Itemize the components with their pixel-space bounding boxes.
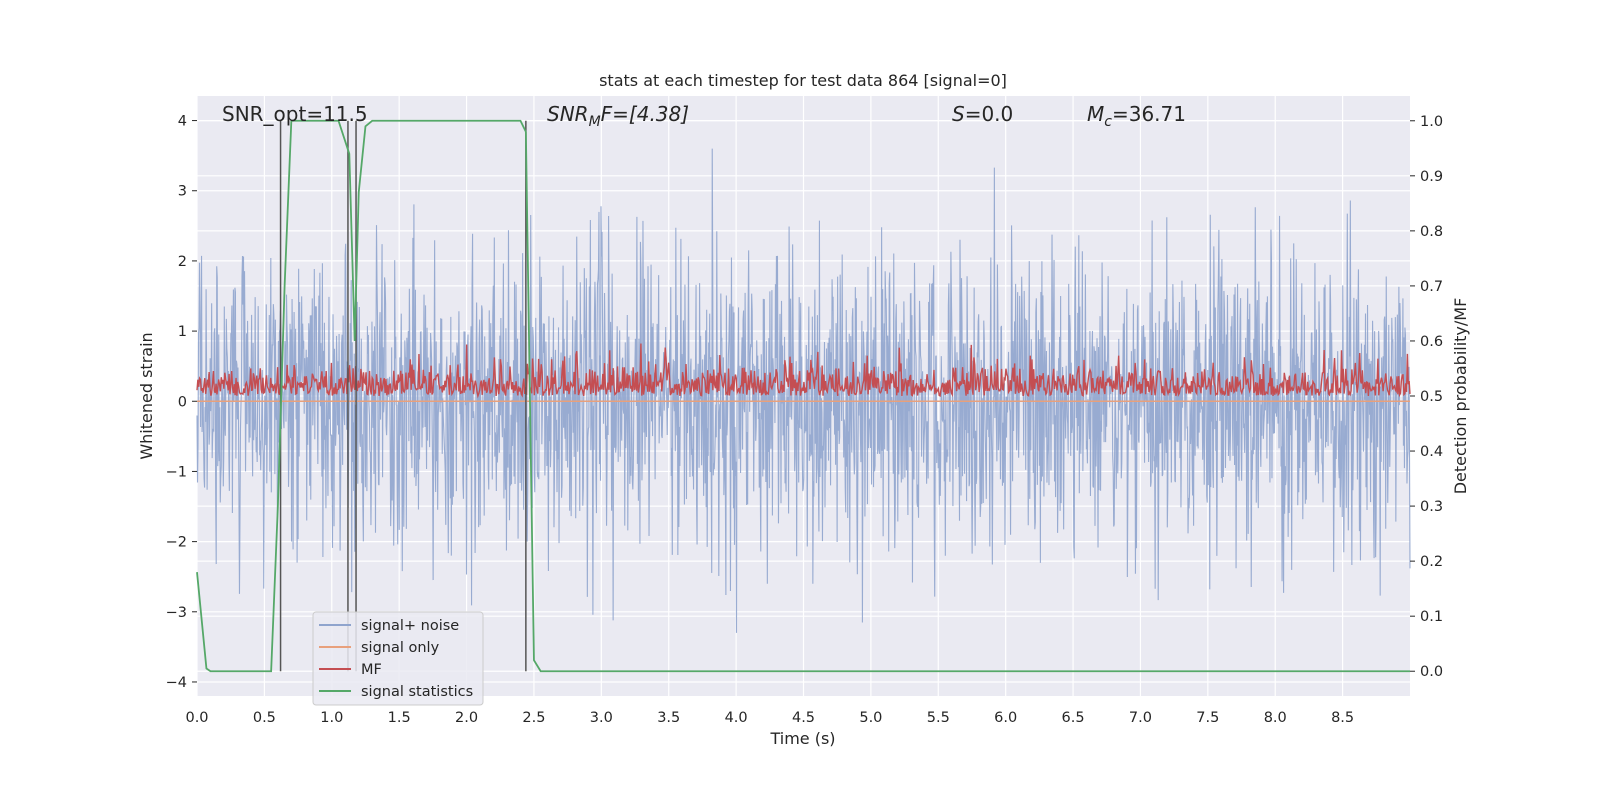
snr-mf-annotation: SNRMF=[4.38]	[547, 102, 689, 130]
y-tick-label: 1	[178, 324, 187, 340]
snr-mf-sub: M	[589, 114, 601, 130]
legend-label-mf: MF	[361, 662, 382, 678]
legend-label-stat: signal statistics	[361, 684, 473, 700]
y2-tick-label: 0.7	[1420, 279, 1443, 295]
x-tick-label: 6.0	[994, 710, 1017, 726]
signal-statistics-series	[196, 119, 1410, 673]
legend-label-noise: signal+ noise	[361, 618, 459, 634]
mf-series	[196, 343, 1411, 399]
mf-line	[196, 343, 1411, 399]
legend: signal+ noise signal only MF signal stat…	[312, 611, 484, 706]
x-tick-label: 1.0	[320, 710, 343, 726]
chart-title: stats at each timestep for test data 864…	[599, 71, 1007, 90]
y2-tick-label: 0.1	[1420, 609, 1443, 625]
x-tick-label: 1.5	[388, 710, 411, 726]
y2-tick-label: 0.0	[1420, 664, 1443, 680]
y-tick-label: −3	[166, 605, 187, 621]
y-tick-label: 0	[178, 394, 187, 410]
x-tick-label: 7.0	[1129, 710, 1152, 726]
y-tick-label: −1	[166, 464, 187, 480]
y-tick-label: −2	[166, 535, 187, 551]
mc-sub: c	[1104, 114, 1112, 130]
s-main: S	[952, 102, 965, 126]
signal-noise-line	[196, 148, 1411, 633]
snr-opt-annotation: SNR_opt=11.5	[222, 102, 368, 126]
snr-mf-rest-f: F=[4.38]	[601, 102, 689, 126]
s-annotation: S=0.0	[952, 102, 1013, 126]
y-tick-label: 4	[178, 114, 187, 130]
y2-tick-label: 0.2	[1420, 554, 1443, 570]
s-rest: =0.0	[965, 102, 1014, 126]
x-axis-label: Time (s)	[769, 729, 835, 748]
legend-box	[312, 611, 484, 706]
x-tick-label: 4.0	[725, 710, 748, 726]
x-tick-label: 8.0	[1264, 710, 1287, 726]
y2-tick-label: 0.5	[1420, 389, 1443, 405]
y2-axis-label: Detection probability/MF	[1451, 298, 1470, 495]
tick-labels: 0.0 0.5 1.0 1.5 2.0 2.5 3.0 3.5 4.0 4.5 5.0 5.5 6.0 6…	[166, 114, 1443, 726]
x-tick-label: 0.0	[185, 710, 208, 726]
mc-main: M	[1087, 102, 1104, 126]
y2-tick-label: 0.3	[1420, 499, 1443, 515]
mc-rest: =36.71	[1112, 102, 1186, 126]
y2-tick-label: 0.8	[1420, 224, 1443, 240]
x-tick-label: 6.5	[1062, 710, 1085, 726]
x-tick-label: 7.5	[1196, 710, 1219, 726]
x-tick-label: 5.0	[859, 710, 882, 726]
legend-label-signal: signal only	[361, 640, 440, 656]
y2-tick-label: 0.9	[1420, 169, 1443, 185]
y-tick-label: −4	[166, 675, 187, 691]
signal-statistics-line	[196, 119, 1410, 673]
x-tick-label: 5.5	[927, 710, 950, 726]
x-tick-label: 8.5	[1331, 710, 1354, 726]
x-tick-label: 0.5	[253, 710, 276, 726]
x-tick-label: 2.0	[455, 710, 478, 726]
y2-tick-label: 0.6	[1420, 334, 1443, 350]
grid-layer	[196, 96, 1410, 696]
x-tick-label: 4.5	[792, 710, 815, 726]
y-tick-label: 3	[178, 184, 187, 200]
y2-tick-label: 0.4	[1420, 444, 1443, 460]
y2-tick-label: 1.0	[1420, 114, 1443, 130]
signal-noise-series	[196, 148, 1411, 633]
y-tick-label: 2	[178, 254, 187, 270]
mc-annotation: Mc=36.71	[1087, 102, 1186, 130]
x-tick-label: 2.5	[522, 710, 545, 726]
x-tick-label: 3.0	[590, 710, 613, 726]
snr-mf-main: SNR	[547, 102, 589, 126]
y-axis-label: Whitened strain	[137, 332, 156, 459]
x-tick-label: 3.5	[657, 710, 680, 726]
